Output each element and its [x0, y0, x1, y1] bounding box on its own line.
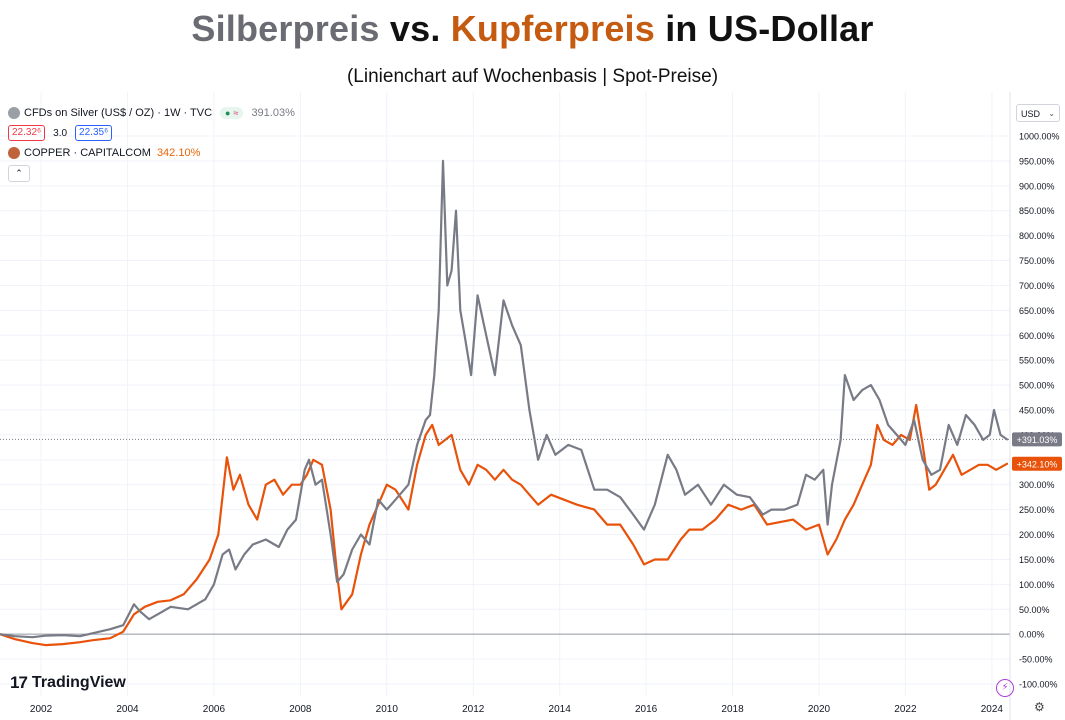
silver-symbol-icon	[8, 107, 20, 119]
tradingview-logo[interactable]: 17 TradingView	[10, 673, 126, 693]
y-tick-label: 950.00%	[1019, 156, 1055, 166]
x-tick-label: 2008	[289, 704, 312, 715]
y-tick-label: 900.00%	[1019, 181, 1055, 191]
copper-last-value-label: +342.10%	[1017, 459, 1058, 469]
x-tick-label: 2022	[894, 704, 917, 715]
brand-name: TradingView	[31, 674, 126, 691]
title-end: in US-Dollar	[665, 8, 874, 49]
y-tick-label: 300.00%	[1019, 480, 1055, 490]
legend: CFDs on Silver (US$ / OZ) · 1W · TVC ● ≈ …	[8, 103, 295, 182]
y-tick-label: 500.00%	[1019, 381, 1055, 391]
spread-value: 3.0	[53, 127, 68, 139]
title-vs: vs.	[389, 8, 441, 49]
series-layer	[0, 159, 1010, 647]
y-tick-label: 850.00%	[1019, 206, 1055, 216]
silver-symbol-label: CFDs on Silver (US$ / OZ) · 1W · TVC	[24, 107, 213, 119]
market-open-icon: ●	[225, 108, 231, 118]
ask-price[interactable]: 22.35⁶	[75, 125, 113, 141]
silver-last-value-label-bg	[1012, 432, 1062, 447]
y-tick-label: -100.00%	[1019, 680, 1058, 690]
x-tick-label: 2002	[30, 704, 53, 715]
x-axis: 2002 2004 2006 2008 2010 2012 2014 2016 2018 2020…	[30, 704, 1004, 715]
silver-change: 391.03%	[251, 107, 295, 119]
x-tick-label: 2004	[116, 704, 139, 715]
chart-subtitle: (Linienchart auf Wochenbasis | Spot-Prei…	[346, 66, 719, 87]
bid-ask-row: 22.32⁶ 3.0 22.35⁶	[8, 123, 295, 143]
x-tick-label: 2018	[721, 704, 744, 715]
legend-silver[interactable]: CFDs on Silver (US$ / OZ) · 1W · TVC ● ≈ …	[8, 103, 295, 123]
chart-title: Silberpreis vs. Kupferpreis in US-Dollar	[0, 8, 1065, 50]
x-tick-label: 2016	[635, 704, 658, 715]
y-axis: 1000.00% 950.00% 900.00% 850.00% 800.00% 750.…	[1009, 92, 1060, 720]
bid-price[interactable]: 22.32⁶	[8, 125, 46, 141]
currency-select[interactable]: USD ⌄	[1016, 104, 1060, 122]
legend-copper[interactable]: COPPER · CAPITALCOM 342.10%	[8, 143, 295, 163]
lightning-icon[interactable]: ⚡	[996, 679, 1014, 697]
wave-icon: ≈	[233, 108, 239, 118]
y-tick-label: 550.00%	[1019, 356, 1055, 366]
y-tick-label: -50.00%	[1019, 655, 1053, 665]
tradingview-mark-icon: 17	[10, 673, 28, 692]
y-tick-label: 0.00%	[1019, 630, 1045, 640]
y-tick-label: 250.00%	[1019, 505, 1055, 515]
copper-change: 342.10%	[156, 147, 201, 159]
chart-grid	[0, 92, 1010, 696]
silver-last-value-label: +391.03%	[1017, 435, 1058, 445]
copper-last-value-label-bg	[1012, 456, 1062, 471]
x-tick-label: 2010	[376, 704, 399, 715]
copper-series-line[interactable]	[0, 403, 1009, 647]
y-tick-label: 1000.00%	[1019, 132, 1060, 142]
gear-icon[interactable]: ⚙	[1034, 700, 1045, 714]
silver-series-line[interactable]	[0, 159, 1009, 639]
y-tick-label: 650.00%	[1019, 306, 1055, 316]
collapse-legend-button[interactable]: ⌃	[8, 165, 30, 182]
chevron-down-icon: ⌄	[1048, 109, 1055, 118]
x-tick-label: 2024	[981, 704, 1004, 715]
title-silver: Silberpreis	[191, 8, 380, 49]
y-tick-label: 50.00%	[1019, 605, 1050, 615]
y-tick-label: 150.00%	[1019, 555, 1055, 565]
last-value-labels: +391.03% +342.10%	[1012, 432, 1062, 471]
y-tick-label: 450.00%	[1019, 406, 1055, 416]
y-tick-label: 100.00%	[1019, 580, 1055, 590]
copper-symbol-label: COPPER · CAPITALCOM	[24, 147, 151, 159]
y-tick-label: 600.00%	[1019, 331, 1055, 341]
market-status-badge[interactable]: ● ≈	[220, 107, 244, 119]
currency-value: USD	[1021, 109, 1041, 119]
y-tick-label: 750.00%	[1019, 256, 1055, 266]
y-tick-label: 800.00%	[1019, 231, 1055, 241]
x-tick-label: 2014	[549, 704, 572, 715]
x-tick-label: 2020	[808, 704, 831, 715]
y-tick-label: 200.00%	[1019, 530, 1055, 540]
copper-symbol-icon	[8, 147, 20, 159]
x-tick-label: 2012	[462, 704, 485, 715]
y-tick-label: 700.00%	[1019, 281, 1055, 291]
x-tick-label: 2006	[203, 704, 226, 715]
title-copper: Kupferpreis	[450, 8, 655, 49]
